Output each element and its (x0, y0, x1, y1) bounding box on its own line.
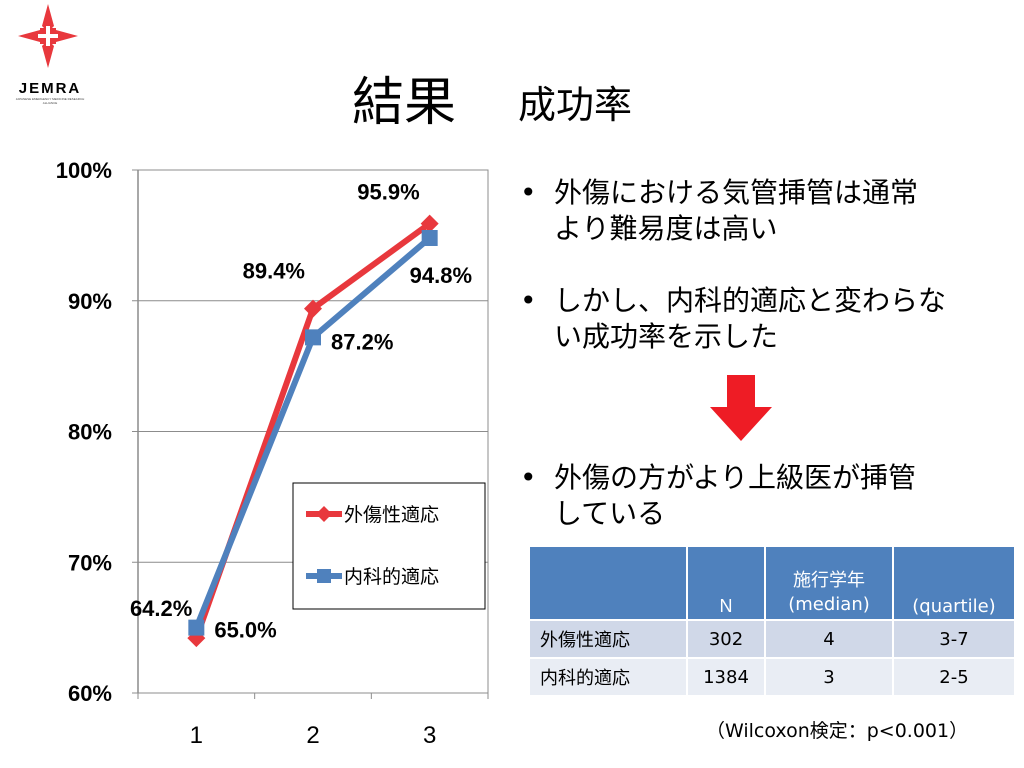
x-tick-label: 2 (306, 722, 319, 749)
legend-label: 外傷性適応 (344, 504, 439, 526)
legend-box (292, 482, 486, 610)
logo-subtext: JAPANESE EMERGENCY MEDICINE RESEARCH ALL… (15, 97, 85, 105)
slide-subtitle: 成功率 (518, 83, 633, 127)
success-rate-line-chart: 60% 70% 80% 90% 100% 1 2 3 64.2% 89.4% 95.9% 65.0… (56, 158, 489, 749)
y-tick-label: 70% (68, 550, 112, 575)
y-tick-label: 90% (68, 289, 112, 314)
red-cross-logo-icon (18, 4, 78, 68)
table-header-cell (528, 545, 688, 621)
table-cell: 302 (686, 619, 766, 659)
logo-text: JEMRA (18, 80, 82, 97)
table-cell: 1384 (686, 657, 766, 697)
table-cell: 2-5 (892, 657, 1016, 697)
bullet-symbol: • (520, 176, 537, 209)
data-label: 87.2% (331, 329, 393, 354)
data-point-square (305, 329, 321, 346)
table-header-cell: (quartile) (892, 545, 1016, 621)
y-tick-label: 100% (56, 158, 112, 183)
table-header-row: N 施行学年 (median) (quartile) (528, 545, 1016, 621)
data-label: 94.8% (410, 263, 472, 288)
bullet-symbol: • (520, 461, 537, 494)
y-tick-label: 60% (68, 681, 112, 706)
bullet-symbol: • (520, 284, 537, 317)
table-header-cell: N (686, 545, 766, 621)
table-header-cell: 施行学年 (median) (764, 545, 894, 621)
bullet-line: しかし、内科的適応と変わらな (554, 284, 947, 317)
bullet-line: 外傷における気管挿管は通常 (554, 176, 919, 209)
table-cell: 3 (764, 657, 894, 697)
data-label: 89.4% (243, 259, 305, 284)
bullet-line: している (554, 497, 666, 530)
data-label: 65.0% (214, 618, 276, 643)
data-point-square (188, 619, 205, 636)
table-row: 内科的適応 1384 3 2-5 (528, 657, 1016, 697)
bullet-line: い成功率を示した (554, 320, 779, 353)
table-cell: 4 (764, 619, 894, 659)
table-cell: 内科的適応 (528, 657, 688, 697)
x-tick-label: 1 (190, 722, 203, 749)
data-point-diamond (304, 299, 322, 318)
results-table: N 施行学年 (median) (quartile) 外傷性適応 302 4 3… (528, 545, 1016, 697)
jemra-logo: JEMRA JAPANESE EMERGENCY MEDICINE RESEAR… (6, 4, 90, 105)
data-point-square (421, 229, 438, 246)
slide-title: 結果 (352, 73, 457, 133)
table-cell: 外傷性適応 (528, 619, 688, 659)
down-arrow-icon (710, 375, 772, 441)
x-tick-label: 3 (423, 722, 436, 749)
table-cell: 3-7 (892, 619, 1016, 659)
table-row: 外傷性適応 302 4 3-7 (528, 619, 1016, 659)
bullet-line: 外傷の方がより上級医が挿管 (554, 461, 917, 494)
legend-label: 内科的適応 (344, 566, 439, 588)
legend-marker-square (317, 569, 331, 583)
legend-marker-diamond (316, 506, 332, 522)
statistics-note: （Wilcoxon検定：p<0.001） (706, 720, 969, 742)
data-label: 95.9% (357, 180, 419, 205)
data-label: 64.2% (130, 596, 192, 621)
y-tick-label: 80% (68, 420, 112, 445)
data-point-diamond (420, 214, 439, 233)
bullet-line: より難易度は高い (554, 212, 778, 245)
